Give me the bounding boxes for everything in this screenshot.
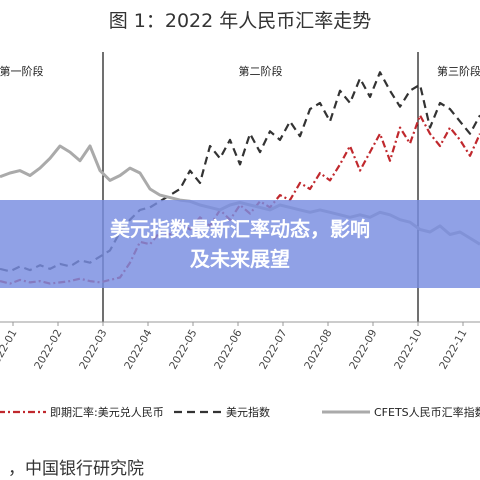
x-tick-label: 2022-09 xyxy=(347,328,379,372)
x-tick-label: 2022-07 xyxy=(257,328,289,372)
source-credit: ，中国银行研究院 xyxy=(8,459,144,479)
banner-line-2: 及未来展望 xyxy=(190,247,290,271)
series-line-2 xyxy=(0,71,480,273)
x-tick-label: 2022-02 xyxy=(32,328,64,372)
stage-label-3: 第三阶段 xyxy=(437,64,480,78)
x-tick-label: 2022-04 xyxy=(122,327,154,371)
x-tick-label: 2022-03 xyxy=(77,328,109,372)
series-line-1 xyxy=(0,114,480,285)
x-tick-label: 2022-01 xyxy=(0,328,20,372)
legend-label-1: 即期汇率:美元兑人民币 xyxy=(50,405,164,419)
legend-label-2: 美元指数 xyxy=(226,405,270,419)
x-tick-label: 2022-10 xyxy=(392,328,424,372)
banner-line-1: 美元指数最新汇率动态，影响 xyxy=(110,217,370,241)
stage-label-1: 第一阶段 xyxy=(0,64,44,78)
legend-label-3: CFETS人民币汇率指数 xyxy=(374,405,480,419)
x-tick-label: 2022-11 xyxy=(437,328,469,372)
legend: 即期汇率:美元兑人民币 美元指数 CFETS人民币汇率指数 xyxy=(0,405,480,419)
x-tick-label: 2022-08 xyxy=(302,328,334,372)
headline-banner[interactable]: 美元指数最新汇率动态，影响 及未来展望 xyxy=(0,200,480,288)
stage-label-2: 第二阶段 xyxy=(239,64,283,78)
stage-labels: 第一阶段 第二阶段 第三阶段 xyxy=(0,64,480,78)
x-tick-label: 2022-05 xyxy=(167,328,199,372)
chart-title: 图 1：2022 年人民币汇率走势 xyxy=(108,10,372,32)
x-tick-labels: 2022-01 2022-02 2022-03 2022-04 2022-05 2022-… xyxy=(0,322,470,371)
x-tick-label: 2022-06 xyxy=(212,327,244,371)
